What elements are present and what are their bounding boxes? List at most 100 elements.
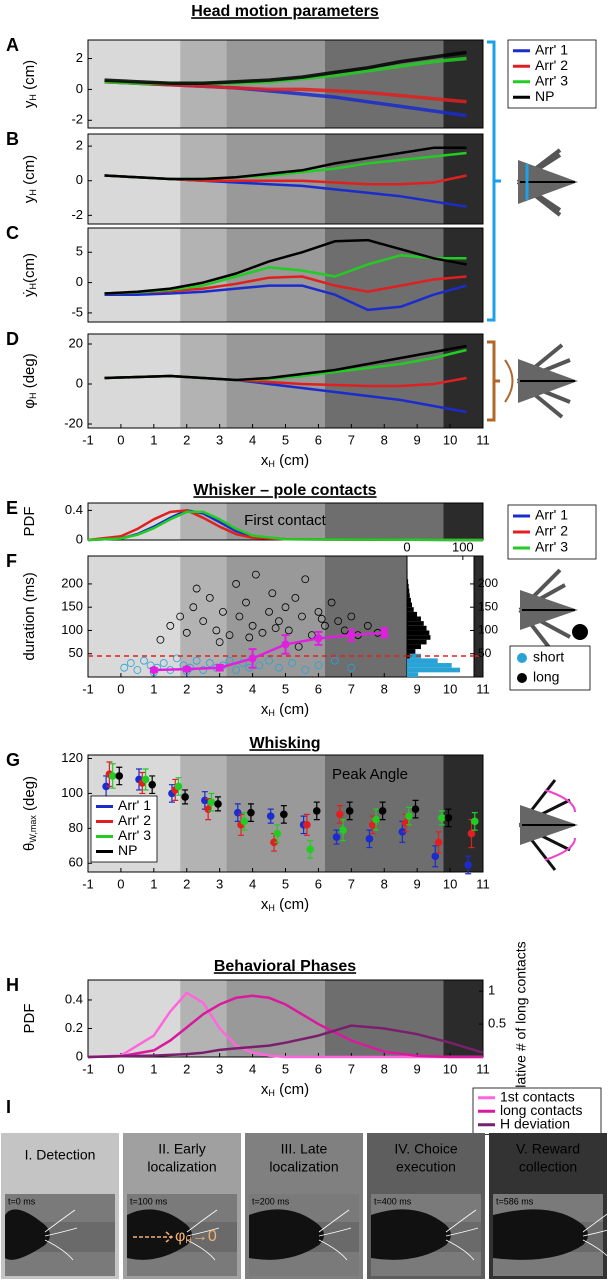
y-tick-label: 200 xyxy=(61,575,83,590)
x-tick-label: 11 xyxy=(476,681,490,696)
scatter-point xyxy=(347,612,356,621)
photo-label: II. Early xyxy=(158,1141,205,1157)
scatter-point xyxy=(242,598,250,607)
scatter-point xyxy=(192,584,201,593)
phase-band xyxy=(88,556,181,677)
scatter-point xyxy=(314,607,323,616)
panel-letter: C xyxy=(6,223,19,243)
photo-label: IV. Choice xyxy=(394,1141,458,1157)
x-axis-label-part: H xyxy=(268,708,275,718)
series-line xyxy=(104,146,467,181)
histogram-bar xyxy=(407,639,427,645)
x-axis-label-part: x xyxy=(261,896,269,913)
y-axis-label: θW,max (deg) xyxy=(21,776,38,851)
legend-a-label: Arr' 2 xyxy=(535,57,568,73)
scatter-point xyxy=(219,607,227,616)
scatter-point xyxy=(298,612,306,621)
phase-band xyxy=(180,556,227,677)
y-axis-label-part: PDF xyxy=(21,507,38,537)
phase-band xyxy=(226,556,325,677)
data-point xyxy=(345,807,354,815)
photo-label: I. Detection xyxy=(25,1147,96,1163)
histogram-bar xyxy=(407,597,411,603)
trend-point xyxy=(380,628,389,637)
y-tick-label: 20 xyxy=(69,335,83,350)
whiskers xyxy=(318,1209,352,1261)
legend-h-label: H deviation xyxy=(500,1115,570,1131)
data-point xyxy=(115,772,124,780)
photo-label: III. Late xyxy=(281,1141,328,1157)
annotation: First contact xyxy=(244,512,327,529)
y-tick-label: -20 xyxy=(64,415,83,430)
head-cartoon-2 xyxy=(504,343,578,419)
trend-point xyxy=(281,640,290,649)
series-line xyxy=(87,509,484,542)
data-point xyxy=(398,828,407,836)
photo-label: V. Reward xyxy=(516,1141,580,1157)
data-point xyxy=(108,772,117,780)
data-point xyxy=(336,810,344,819)
panel-letter: I xyxy=(6,1097,11,1117)
blue-bracket xyxy=(487,40,501,322)
y-tick-label: 0.4 xyxy=(65,502,83,517)
histogram-bar xyxy=(407,574,408,580)
mouse-silhouette xyxy=(5,1209,50,1260)
legend-e-label: Arr' 2 xyxy=(535,523,568,539)
phase-band xyxy=(180,755,227,872)
y-axis-label: PDF xyxy=(21,507,38,537)
phase-band xyxy=(443,980,483,1057)
y-axis-label-part: (deg) xyxy=(21,776,38,815)
x-tick-label: 3 xyxy=(216,1061,223,1076)
head-cartoon-1 xyxy=(516,148,578,217)
trend-point xyxy=(248,654,257,663)
x-tick-label: 11 xyxy=(476,876,490,891)
x-tick-label: 3 xyxy=(216,681,223,696)
data-point xyxy=(339,826,347,834)
y-tick-label: 0.2 xyxy=(65,1020,83,1035)
x-tick-label: 4 xyxy=(249,432,256,447)
x-tick-label: 1 xyxy=(150,1061,157,1076)
histogram-bar xyxy=(407,644,421,650)
legend-f-label: short xyxy=(533,649,564,665)
y-tick-label: -5 xyxy=(71,304,83,319)
inset-y-tick-label: 100 xyxy=(478,623,498,637)
data-point xyxy=(306,845,314,854)
phase-band xyxy=(443,755,483,872)
x-tick-label: 3 xyxy=(216,432,223,447)
x-tick-label: 6 xyxy=(315,876,322,891)
mouse-silhouette xyxy=(493,1209,588,1260)
data-point xyxy=(378,807,387,815)
data-point xyxy=(266,812,275,820)
panel-letter: E xyxy=(6,498,18,518)
x-tick-label: 6 xyxy=(315,1061,322,1076)
scatter-point xyxy=(192,656,201,665)
y-axis-label-part: W,max xyxy=(28,815,38,843)
phase-band xyxy=(443,503,483,540)
x-axis-label-part: x xyxy=(261,701,269,718)
legend-f-label: long xyxy=(533,669,559,685)
x-tick-label: 6 xyxy=(315,681,322,696)
histogram-bar xyxy=(407,630,430,636)
data-point xyxy=(247,808,255,817)
y-tick-label: 50 xyxy=(69,645,83,660)
y-tick-label: 150 xyxy=(61,599,83,614)
scatter-point xyxy=(189,603,198,612)
phase-band xyxy=(325,334,444,428)
x-tick-label: 0 xyxy=(117,876,124,891)
scatter-point xyxy=(317,614,326,623)
x-tick-label: 5 xyxy=(282,432,289,447)
x-tick-label: 7 xyxy=(348,1061,355,1076)
y-axis-label-part: y xyxy=(21,195,38,203)
y-axis-label: yH (cm) xyxy=(21,155,38,203)
x-tick-label: 2 xyxy=(183,1061,190,1076)
phase-band xyxy=(325,40,444,128)
data-point xyxy=(411,805,420,813)
data-point xyxy=(372,815,380,824)
scatter-point xyxy=(126,659,135,667)
panel-title: Whisker – pole contacts xyxy=(193,482,376,499)
trend-point xyxy=(314,634,323,643)
y-tick-label: 60 xyxy=(69,855,83,870)
x-axis-label-part: x xyxy=(261,1081,269,1098)
legend-h-label: 1st contacts xyxy=(500,1088,575,1104)
